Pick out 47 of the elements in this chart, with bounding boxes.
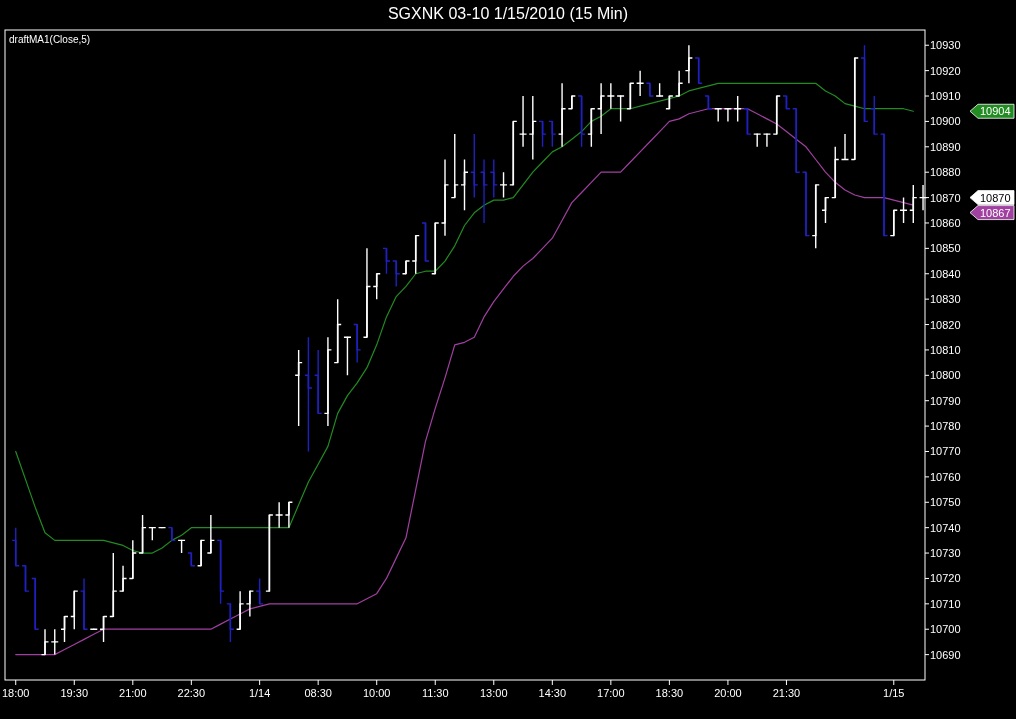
y-tick-label: 10780	[930, 420, 961, 433]
y-tick-label: 10750	[930, 496, 961, 509]
x-tick-label: 21:30	[772, 687, 801, 699]
y-tick-label: 10720	[930, 572, 961, 585]
x-tick-label: 08:30	[304, 687, 332, 699]
x-tick-label: 18:30	[655, 687, 684, 699]
x-tick-label: 14:30	[538, 687, 567, 699]
y-tick-label: 10790	[930, 394, 961, 407]
y-tick-label: 10730	[930, 547, 961, 560]
text: 10870	[980, 191, 1011, 204]
x-tick-label: 1/14	[248, 687, 271, 699]
y-tick-label: 10710	[930, 597, 961, 610]
y-tick-label: 10830	[930, 293, 961, 306]
y-tick-label: 10900	[930, 115, 961, 128]
text: 10867	[980, 206, 1011, 219]
annotation: draftMA1(Close,5)	[9, 34, 91, 45]
x-tick-label: 17:00	[597, 687, 625, 699]
y-tick-label: 10700	[930, 623, 961, 636]
y-tick-label: 10860	[930, 216, 961, 229]
x-tick-label: 19:30	[60, 687, 89, 699]
line-series	[15, 108, 914, 656]
y-tick-label: 10850	[930, 242, 961, 255]
x-tick-label: 18:00	[1, 687, 30, 699]
chart-title: SGXNK 03-10 1/15/2010 (15 Min)	[387, 5, 629, 22]
y-tick-label: 10840	[930, 267, 961, 280]
x-tick-label: 22:30	[177, 687, 206, 699]
x-tick-label: 10:00	[362, 687, 391, 699]
y-tick-label: 10930	[930, 39, 961, 52]
line-series	[15, 82, 914, 554]
y-tick-label: 10880	[930, 166, 961, 179]
y-tick-label: 10870	[930, 191, 961, 204]
y-tick-label: 10910	[930, 90, 961, 103]
y-tick-label: 10810	[930, 343, 961, 356]
x-tick-label: 21:00	[119, 687, 147, 699]
y-tick-label: 10690	[930, 648, 961, 661]
x-tick-label: 13:00	[480, 687, 508, 699]
x-tick-label: 20:00	[714, 687, 742, 699]
x-tick-label: 1/15	[883, 687, 905, 699]
y-tick-label: 10770	[930, 445, 961, 458]
text: 10904	[980, 105, 1011, 118]
y-tick-label: 10760	[930, 470, 961, 483]
y-tick-label: 10820	[930, 318, 961, 331]
x-tick-label: 11:30	[421, 687, 449, 699]
y-tick-label: 10800	[930, 369, 961, 382]
y-tick-label: 10920	[930, 64, 961, 77]
y-tick-label: 10890	[930, 140, 961, 153]
y-tick-label: 10740	[930, 521, 961, 534]
